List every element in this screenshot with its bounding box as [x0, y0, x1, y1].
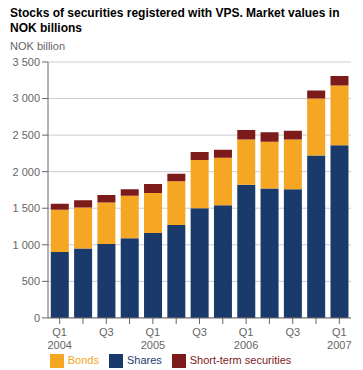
html-text:Short-term securities: Short-term securities — [189, 353, 292, 366]
html-text:Stocks of securities registere: Stocks of securities registered with VPS… — [10, 6, 340, 20]
svg-text:3 000: 3 000 — [12, 92, 40, 104]
svg-text:3 500: 3 500 — [12, 56, 40, 68]
svg-text:Q3: Q3 — [285, 326, 300, 338]
html-text:Shares: Shares — [126, 353, 162, 366]
svg-text:2 500: 2 500 — [12, 129, 40, 141]
svg-text:0: 0 — [34, 312, 40, 324]
svg-text:1 000: 1 000 — [12, 239, 40, 251]
html-text:NOK billion: NOK billion — [10, 40, 65, 52]
html-text:Bonds: Bonds — [67, 353, 99, 366]
svg-text:1 500: 1 500 — [12, 202, 40, 214]
svg-text:Q3: Q3 — [192, 326, 207, 338]
html-text:NOK billions: NOK billions — [10, 21, 82, 35]
svg-text:Q12007: Q12007 — [327, 326, 351, 351]
svg-text:500: 500 — [22, 275, 40, 287]
svg-text:Q12004: Q12004 — [47, 326, 71, 351]
svg-text:Q12005: Q12005 — [141, 326, 165, 351]
svg-text:2 000: 2 000 — [12, 166, 40, 178]
svg-text:Q12006: Q12006 — [234, 326, 258, 351]
svg-text:Q3: Q3 — [99, 326, 114, 338]
